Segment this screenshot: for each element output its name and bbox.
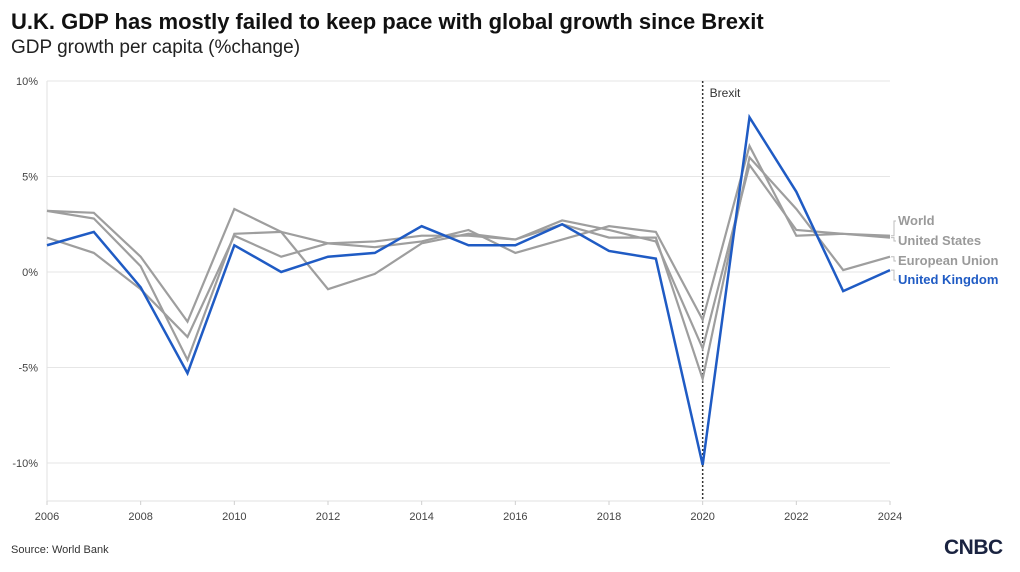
series-line-united-kingdom bbox=[46, 113, 891, 466]
x-tick-label: 2024 bbox=[878, 511, 902, 523]
source-note: Source: World Bank bbox=[11, 544, 109, 556]
label-connector bbox=[891, 256, 896, 262]
label-connector bbox=[891, 237, 896, 242]
series-label-united-kingdom: United Kingdom bbox=[898, 272, 998, 287]
x-tick-label: 2020 bbox=[690, 511, 714, 523]
series-line-world bbox=[46, 162, 891, 352]
x-tick-label: 2014 bbox=[409, 511, 433, 523]
axes: 10% 5% 0% -5% -10% 2006 2008 2010 2012 2014 2016 20… bbox=[12, 76, 902, 523]
y-tick-label: 5% bbox=[22, 172, 38, 184]
label-connector bbox=[891, 220, 896, 237]
series-label-european-union: European Union bbox=[898, 253, 998, 268]
y-tick-label: 0% bbox=[22, 267, 38, 279]
x-tick-label: 2016 bbox=[503, 511, 527, 523]
series-line-united-states bbox=[46, 142, 891, 339]
annotation-layer: Brexit bbox=[701, 81, 741, 501]
x-tick-label: 2010 bbox=[222, 511, 246, 523]
x-tick-label: 2018 bbox=[597, 511, 621, 523]
y-tick-label: -5% bbox=[18, 363, 38, 375]
x-tick-label: 2012 bbox=[316, 511, 340, 523]
chart-subtitle: GDP growth per capita (%change) bbox=[11, 37, 301, 58]
chart-title: U.K. GDP has mostly failed to keep pace … bbox=[11, 9, 764, 34]
gridlines bbox=[47, 80, 890, 464]
label-connector bbox=[891, 269, 896, 281]
cnbc-logo: CNBC bbox=[944, 536, 1003, 559]
x-tick-label: 2022 bbox=[784, 511, 808, 523]
series-labels: World United States European Union United K… bbox=[891, 213, 998, 287]
x-tick-label: 2006 bbox=[35, 511, 59, 523]
series-label-world: World bbox=[898, 213, 935, 228]
series-line-european-union bbox=[46, 155, 891, 384]
x-tick-label: 2008 bbox=[128, 511, 152, 523]
series-label-united-states: United States bbox=[898, 233, 981, 248]
y-tick-label: -10% bbox=[12, 458, 38, 470]
series-lines bbox=[46, 113, 891, 466]
brexit-label: Brexit bbox=[710, 86, 741, 100]
y-tick-label: 10% bbox=[16, 76, 38, 88]
